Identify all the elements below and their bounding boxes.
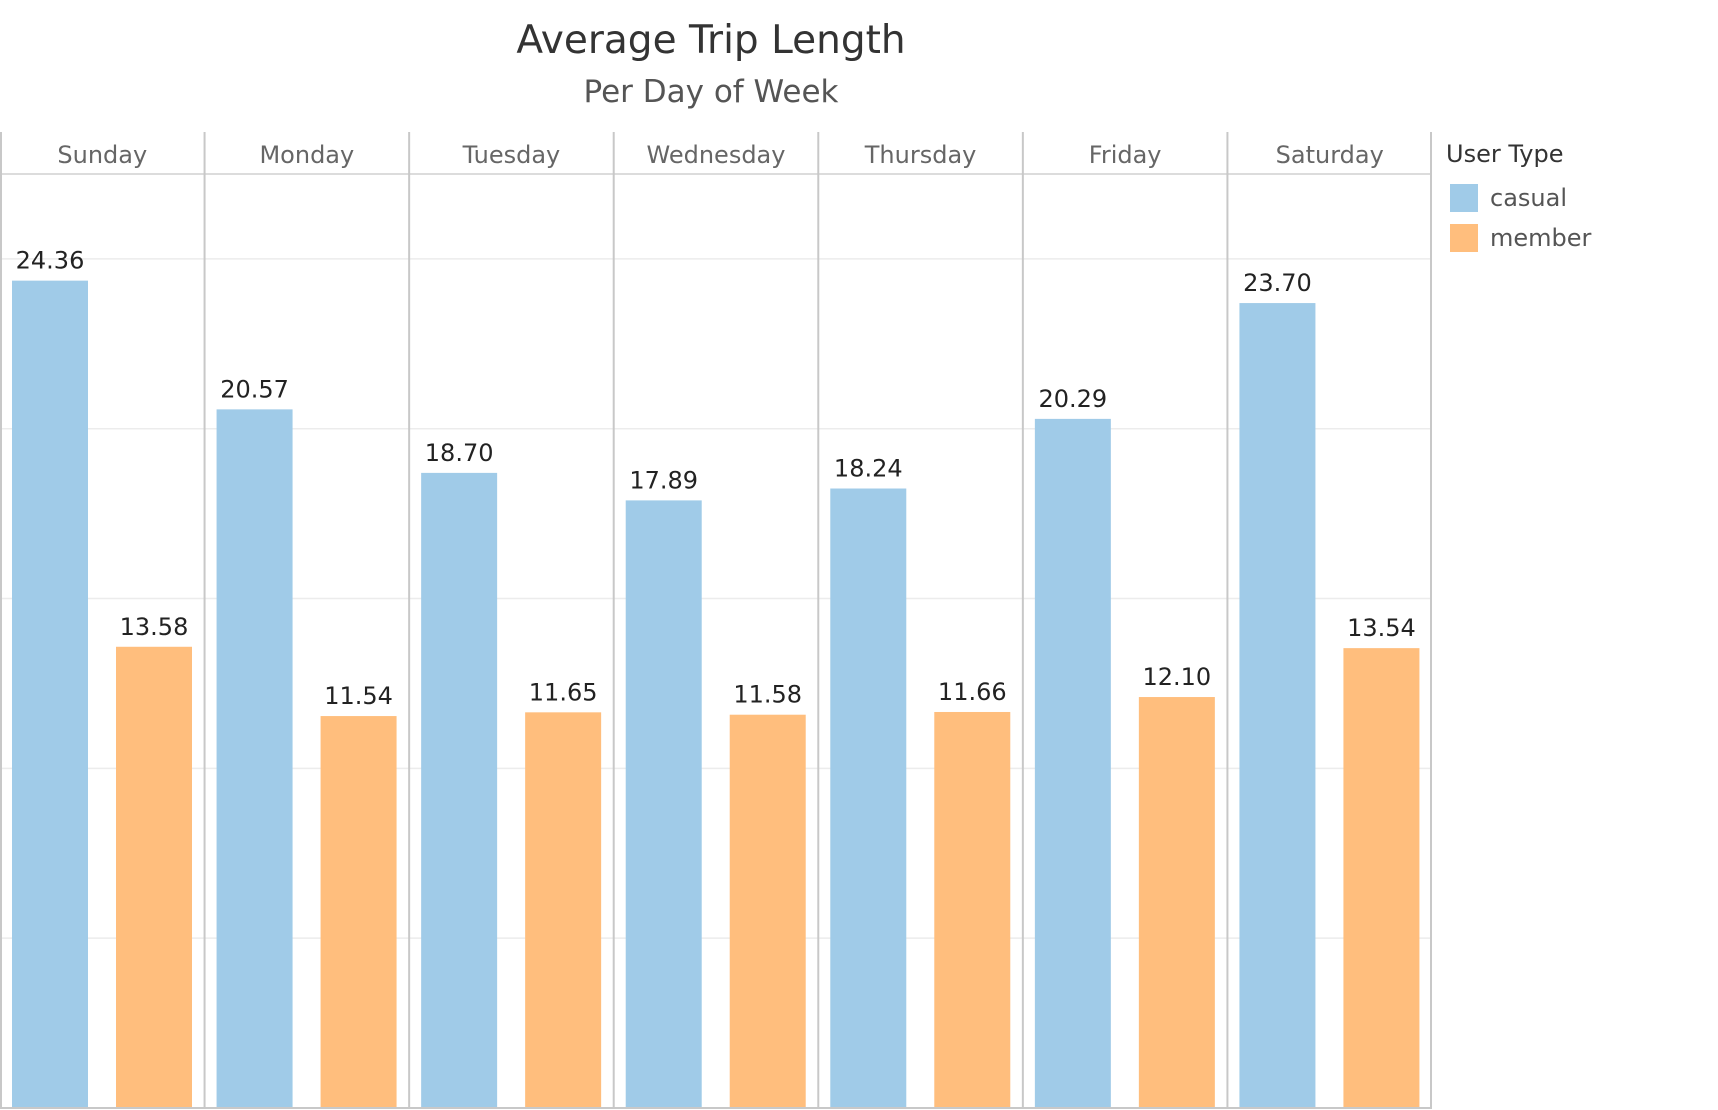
category-header-monday: Monday	[259, 141, 354, 169]
data-label-casual-saturday: 23.70	[1243, 269, 1312, 297]
bar-casual-friday[interactable]	[1034, 418, 1111, 1108]
category-header-tuesday: Tuesday	[462, 141, 561, 169]
bar-casual-wednesday[interactable]	[625, 500, 702, 1109]
legend-item-casual[interactable]: casual	[1446, 178, 1706, 218]
bar-casual-monday[interactable]	[216, 409, 293, 1108]
data-label-casual-thursday: 18.24	[834, 455, 903, 483]
data-label-casual-wednesday: 17.89	[629, 466, 698, 494]
bar-casual-thursday[interactable]	[830, 488, 907, 1108]
data-label-casual-monday: 20.57	[220, 375, 289, 403]
data-label-member-thursday: 11.66	[938, 678, 1007, 706]
bar-member-friday[interactable]	[1138, 697, 1215, 1108]
bar-member-thursday[interactable]	[934, 711, 1011, 1108]
bar-casual-tuesday[interactable]	[421, 472, 498, 1108]
bar-member-saturday[interactable]	[1343, 648, 1420, 1108]
chart-subtitle: Per Day of Week	[583, 74, 839, 110]
bar-member-wednesday[interactable]	[729, 714, 806, 1108]
bar-member-tuesday[interactable]	[525, 712, 602, 1108]
legend-title: User Type	[1446, 140, 1564, 168]
legend-label-casual: casual	[1490, 184, 1567, 212]
category-header-saturday: Saturday	[1276, 141, 1384, 169]
category-header-friday: Friday	[1089, 141, 1162, 169]
legend-label-member: member	[1490, 224, 1592, 252]
data-label-member-wednesday: 11.58	[733, 681, 802, 709]
data-label-member-sunday: 13.58	[120, 613, 189, 641]
data-label-casual-sunday: 24.36	[16, 247, 85, 275]
legend: User Type casual member	[1446, 140, 1706, 258]
chart-title: Average Trip Length	[516, 18, 906, 63]
data-label-member-friday: 12.10	[1142, 663, 1211, 691]
bar-member-sunday[interactable]	[116, 646, 192, 1108]
legend-swatch-member	[1450, 224, 1478, 252]
data-label-member-tuesday: 11.65	[529, 678, 598, 706]
category-header-thursday: Thursday	[864, 141, 977, 169]
bar-casual-sunday[interactable]	[12, 280, 88, 1108]
bar-chart: Sunday 24.36 13.58 Monday 20.57 11.54 Tuesday 1…	[0, 132, 1432, 1109]
data-label-casual-friday: 20.29	[1038, 385, 1107, 413]
data-label-casual-tuesday: 18.70	[425, 439, 494, 467]
legend-swatch-casual	[1450, 184, 1478, 212]
bar-member-monday[interactable]	[320, 716, 397, 1108]
data-label-member-saturday: 13.54	[1347, 614, 1416, 642]
category-header-sunday: Sunday	[57, 141, 147, 169]
data-label-member-monday: 11.54	[324, 682, 393, 710]
legend-item-member[interactable]: member	[1446, 218, 1706, 258]
category-header-wednesday: Wednesday	[647, 141, 786, 169]
bar-casual-saturday[interactable]	[1239, 303, 1316, 1108]
